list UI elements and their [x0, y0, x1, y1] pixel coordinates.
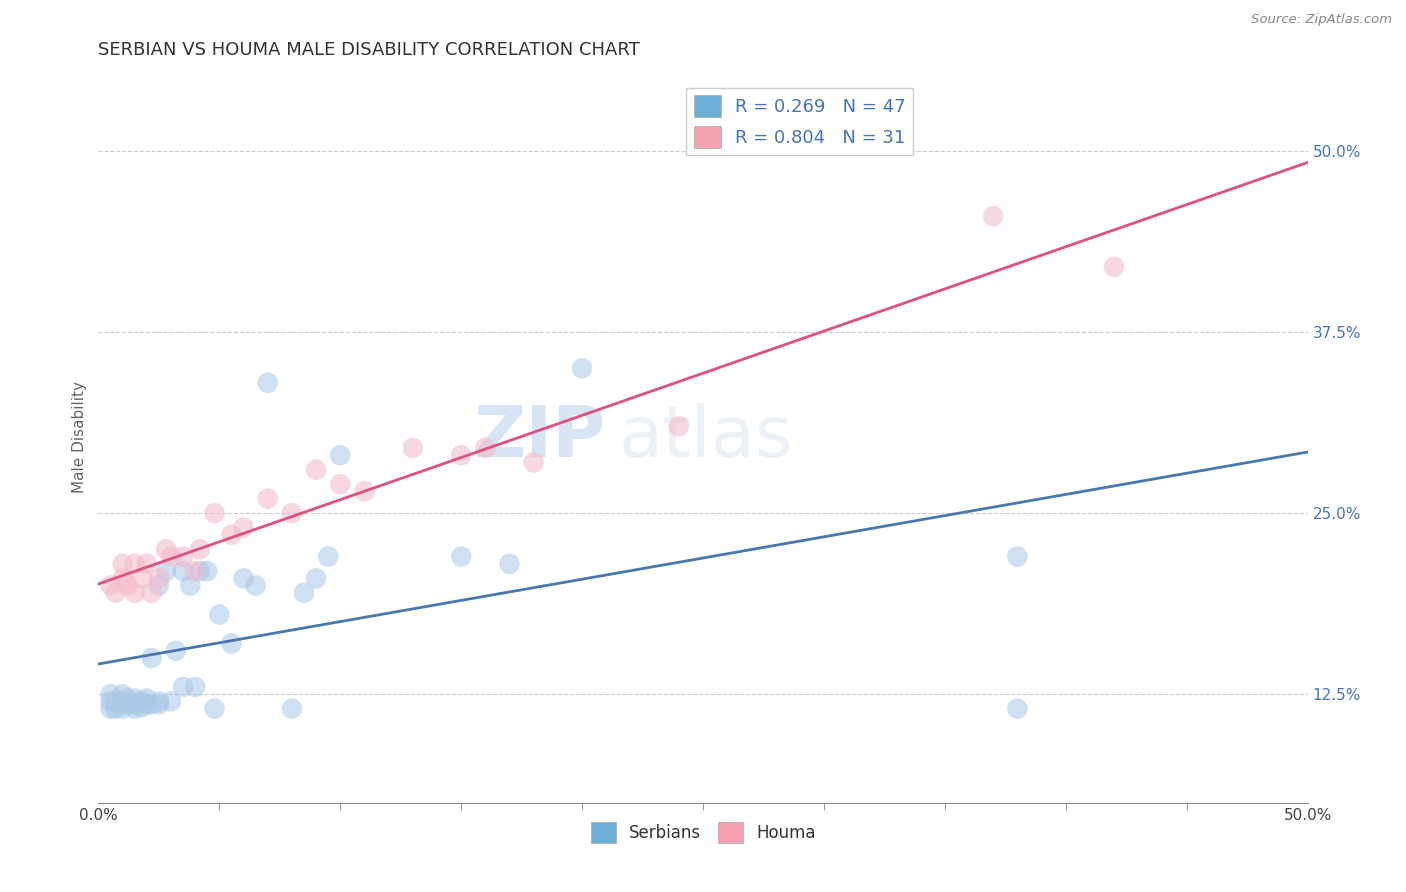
- Point: [1007, 549, 1029, 564]
- Point: [329, 448, 352, 462]
- Point: [160, 694, 183, 708]
- Text: atlas: atlas: [619, 402, 793, 472]
- Point: [523, 455, 546, 469]
- Point: [204, 506, 226, 520]
- Point: [450, 448, 472, 462]
- Point: [329, 477, 352, 491]
- Point: [184, 680, 207, 694]
- Point: [172, 680, 194, 694]
- Point: [256, 376, 278, 390]
- Point: [100, 687, 122, 701]
- Point: [208, 607, 231, 622]
- Point: [981, 209, 1004, 223]
- Point: [148, 571, 170, 585]
- Point: [131, 700, 153, 714]
- Point: [124, 698, 146, 712]
- Point: [100, 694, 122, 708]
- Point: [131, 571, 153, 585]
- Point: [111, 557, 134, 571]
- Point: [124, 586, 146, 600]
- Point: [305, 571, 328, 585]
- Point: [124, 691, 146, 706]
- Point: [232, 571, 254, 585]
- Point: [148, 698, 170, 712]
- Point: [148, 578, 170, 592]
- Point: [450, 549, 472, 564]
- Point: [353, 484, 375, 499]
- Point: [474, 441, 496, 455]
- Point: [195, 564, 218, 578]
- Point: [100, 701, 122, 715]
- Point: [184, 564, 207, 578]
- Point: [221, 636, 243, 650]
- Point: [402, 441, 425, 455]
- Point: [160, 549, 183, 564]
- Point: [316, 549, 339, 564]
- Point: [135, 698, 157, 712]
- Point: [668, 419, 690, 434]
- Point: [141, 651, 163, 665]
- Point: [281, 701, 304, 715]
- Legend: Serbians, Houma: Serbians, Houma: [583, 815, 823, 849]
- Text: Source: ZipAtlas.com: Source: ZipAtlas.com: [1251, 13, 1392, 27]
- Point: [292, 586, 315, 600]
- Point: [111, 694, 134, 708]
- Point: [188, 564, 211, 578]
- Point: [148, 694, 170, 708]
- Point: [124, 557, 146, 571]
- Point: [245, 578, 267, 592]
- Point: [179, 578, 201, 592]
- Point: [111, 571, 134, 585]
- Point: [104, 694, 127, 708]
- Text: ZIP: ZIP: [474, 402, 606, 472]
- Point: [117, 698, 139, 712]
- Text: SERBIAN VS HOUMA MALE DISABILITY CORRELATION CHART: SERBIAN VS HOUMA MALE DISABILITY CORRELA…: [98, 41, 640, 59]
- Point: [141, 698, 163, 712]
- Point: [135, 691, 157, 706]
- Point: [117, 691, 139, 706]
- Point: [221, 528, 243, 542]
- Point: [124, 701, 146, 715]
- Point: [204, 701, 226, 715]
- Point: [1007, 701, 1029, 715]
- Point: [305, 463, 328, 477]
- Point: [135, 557, 157, 571]
- Point: [172, 549, 194, 564]
- Point: [256, 491, 278, 506]
- Point: [111, 687, 134, 701]
- Point: [232, 520, 254, 534]
- Point: [131, 694, 153, 708]
- Point: [165, 644, 187, 658]
- Point: [188, 542, 211, 557]
- Point: [100, 578, 122, 592]
- Point: [141, 586, 163, 600]
- Y-axis label: Male Disability: Male Disability: [72, 381, 87, 493]
- Point: [104, 701, 127, 715]
- Point: [1102, 260, 1125, 274]
- Point: [155, 564, 177, 578]
- Point: [155, 542, 177, 557]
- Point: [571, 361, 593, 376]
- Point: [498, 557, 520, 571]
- Point: [104, 586, 127, 600]
- Point: [172, 564, 194, 578]
- Point: [111, 701, 134, 715]
- Point: [117, 578, 139, 592]
- Point: [281, 506, 304, 520]
